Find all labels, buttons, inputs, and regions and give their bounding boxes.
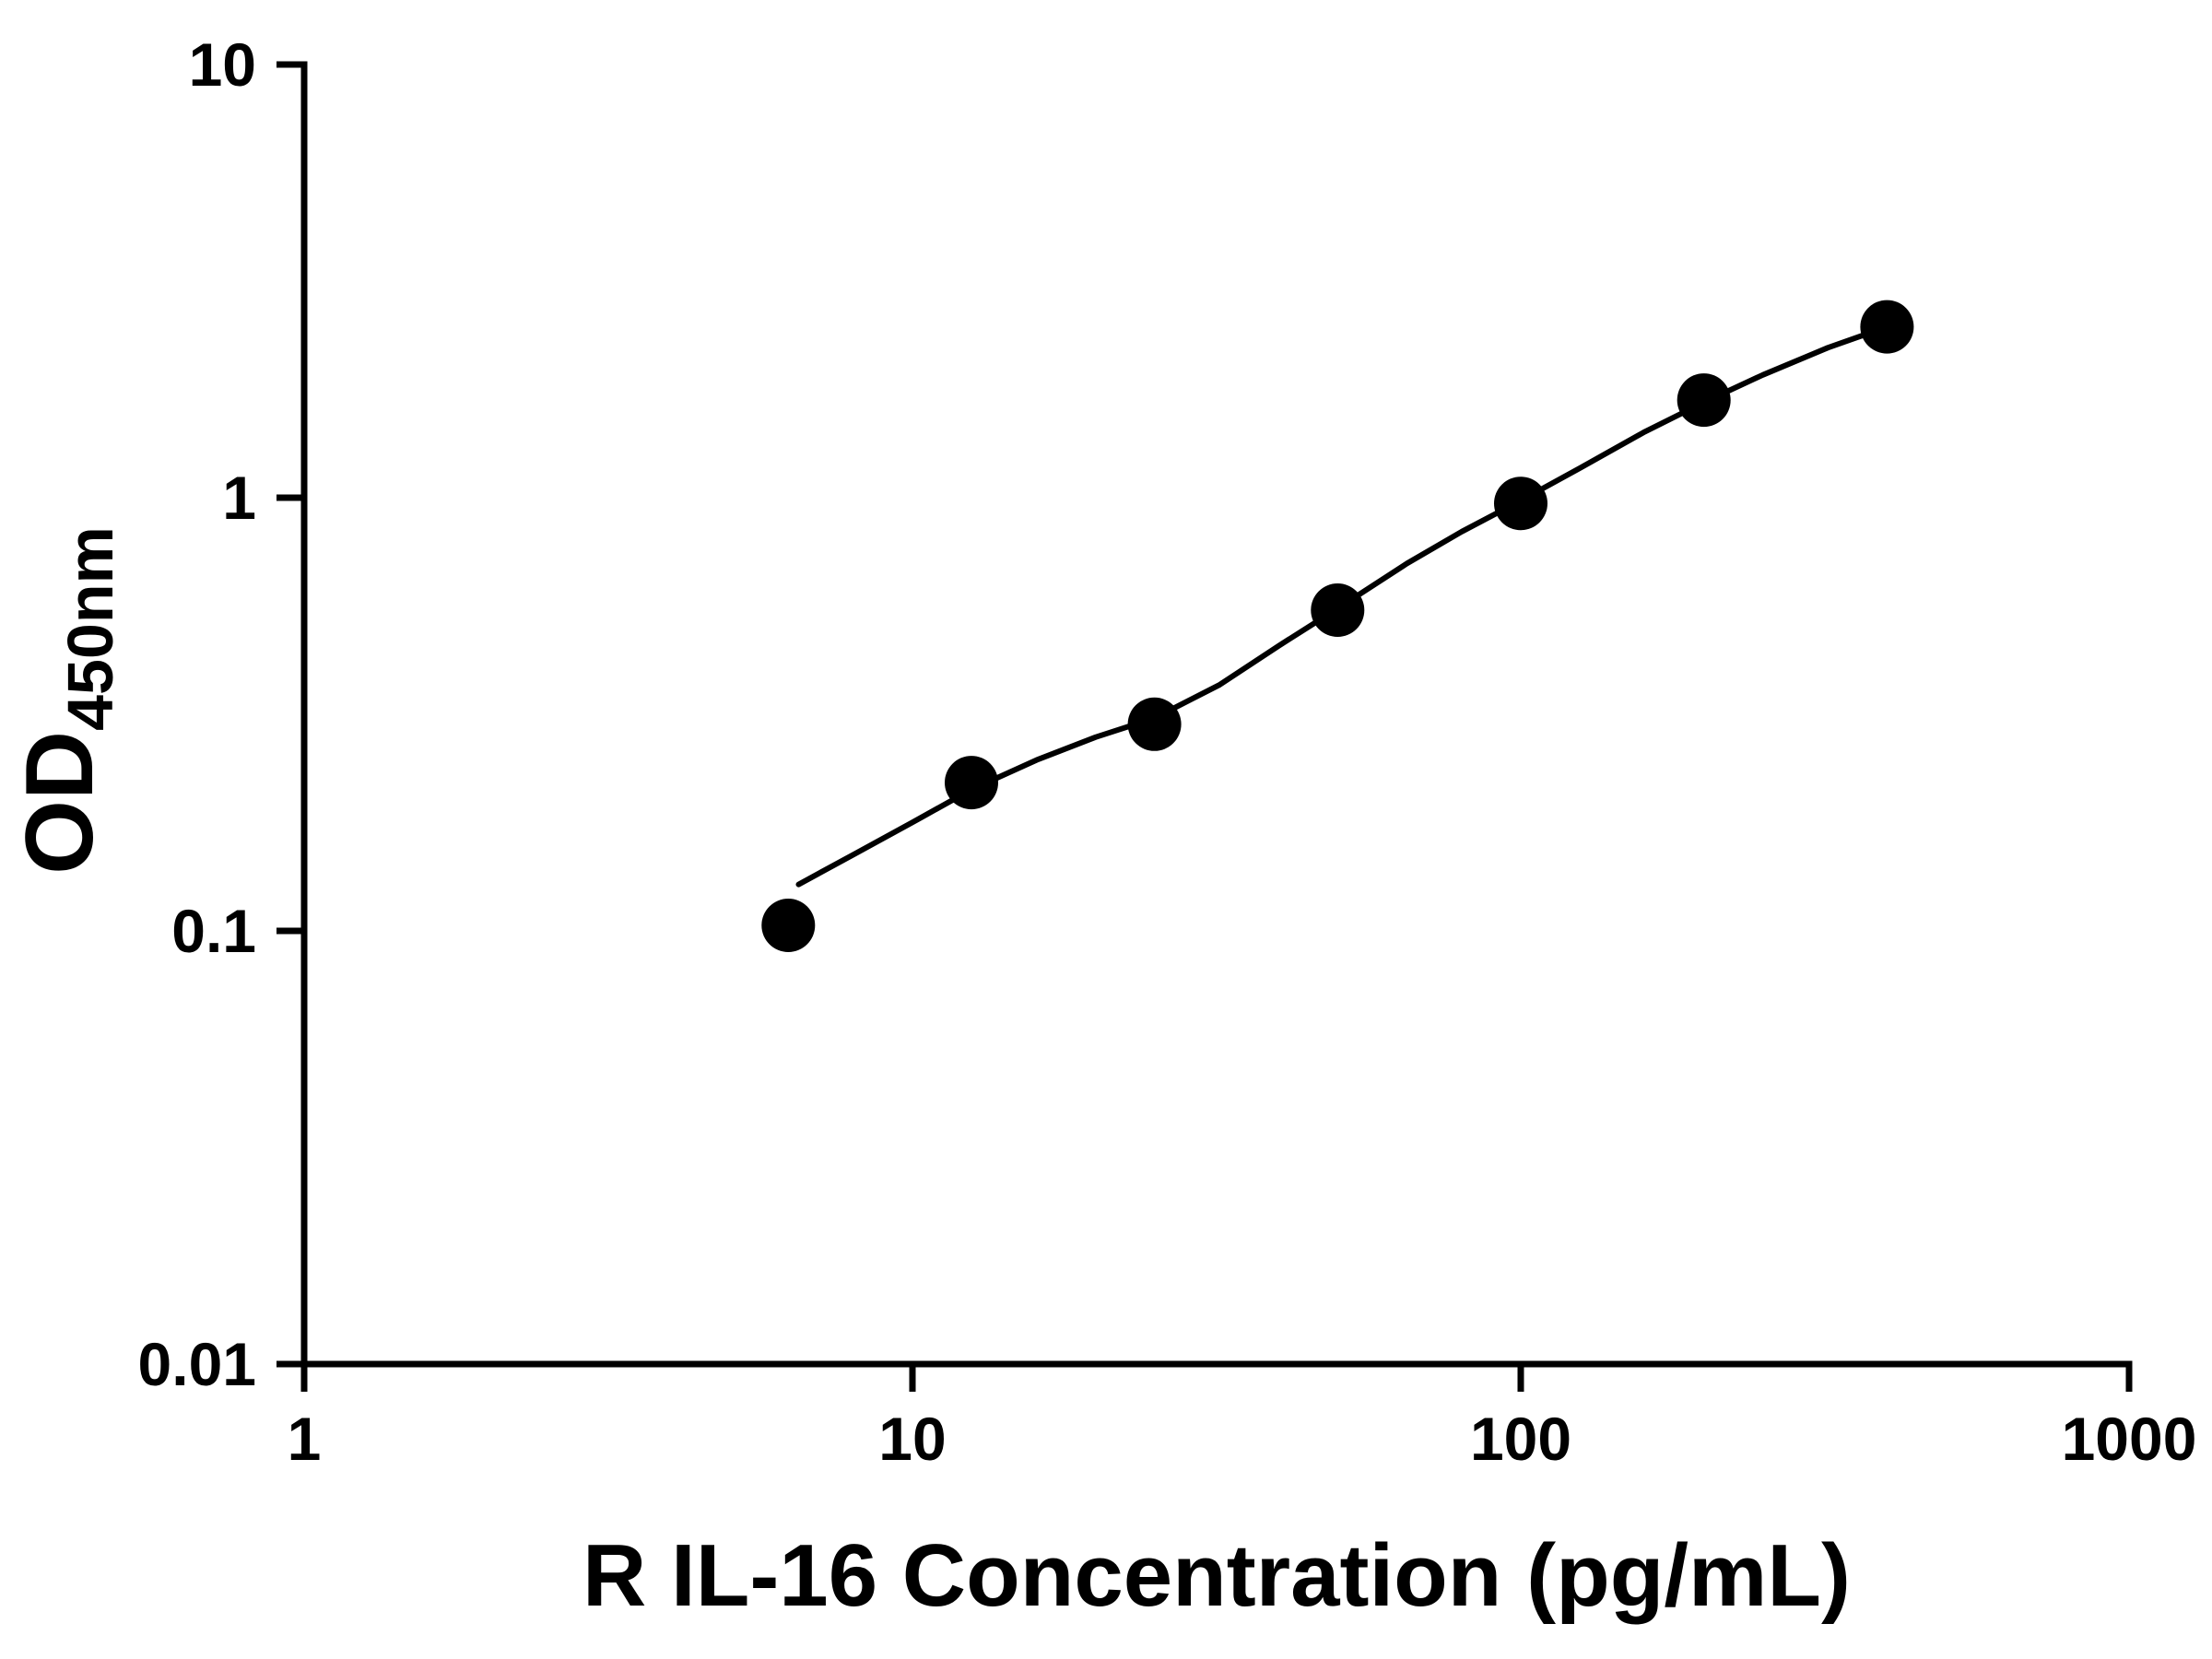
- y-tick-label: 10: [189, 30, 256, 99]
- data-point: [761, 899, 816, 952]
- y-tick-label: 0.01: [138, 1330, 256, 1398]
- series-layer: [761, 300, 1914, 952]
- data-point: [1311, 583, 1365, 637]
- x-tick-label: 100: [1470, 1405, 1571, 1473]
- y-axis-label-subscript: 450nm: [54, 526, 126, 731]
- x-tick-label: 10: [878, 1405, 946, 1473]
- data-point: [1494, 477, 1547, 531]
- axis-lines: [300, 61, 2133, 1368]
- x-tick-label: 1: [288, 1405, 322, 1473]
- y-axis-label: OD450nm: [6, 526, 126, 875]
- data-point: [1127, 697, 1182, 751]
- data-point: [1860, 300, 1914, 354]
- axes-layer: 1 10 100 1000 0.01 0.1 1 10: [138, 30, 2197, 1473]
- data-point: [1677, 373, 1731, 428]
- y-tick-label: 0.1: [171, 897, 256, 965]
- x-axis-label: R IL-16 Concentration (pg/mL): [582, 1526, 1851, 1625]
- data-point: [945, 756, 998, 810]
- x-tick-label: 1000: [2062, 1405, 2197, 1473]
- y-axis-label-main: OD: [6, 731, 113, 875]
- y-tick-label: 1: [222, 464, 256, 532]
